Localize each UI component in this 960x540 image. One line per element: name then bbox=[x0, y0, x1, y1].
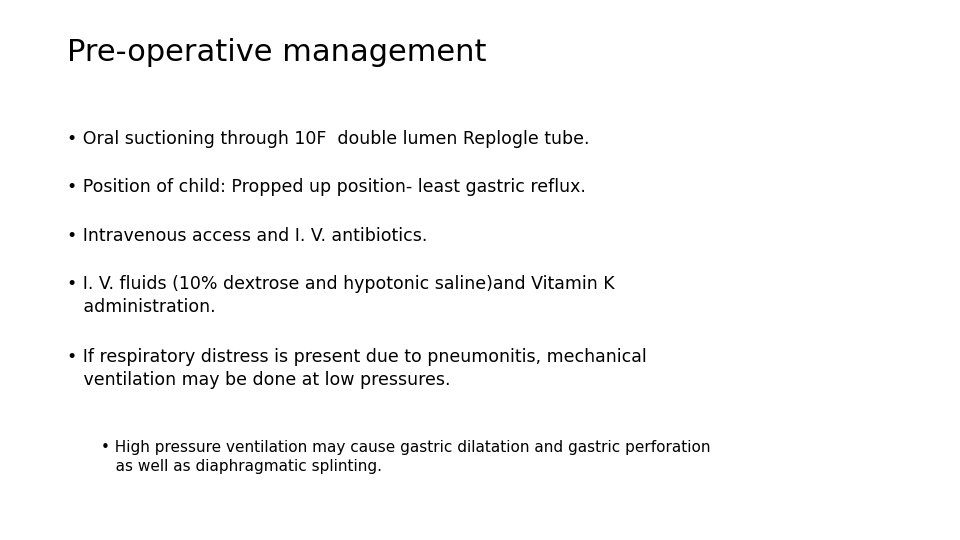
Text: • If respiratory distress is present due to pneumonitis, mechanical
   ventilati: • If respiratory distress is present due… bbox=[67, 348, 647, 389]
Text: • I. V. fluids (10% dextrose and hypotonic saline)and Vitamin K
   administratio: • I. V. fluids (10% dextrose and hypoton… bbox=[67, 275, 614, 316]
Text: • Oral suctioning through 10F  double lumen Replogle tube.: • Oral suctioning through 10F double lum… bbox=[67, 130, 589, 147]
Text: • Position of child: Propped up position- least gastric reflux.: • Position of child: Propped up position… bbox=[67, 178, 586, 196]
Text: • Intravenous access and I. V. antibiotics.: • Intravenous access and I. V. antibioti… bbox=[67, 227, 427, 245]
Text: • High pressure ventilation may cause gastric dilatation and gastric perforation: • High pressure ventilation may cause ga… bbox=[101, 440, 710, 474]
Text: Pre-operative management: Pre-operative management bbox=[67, 38, 487, 67]
